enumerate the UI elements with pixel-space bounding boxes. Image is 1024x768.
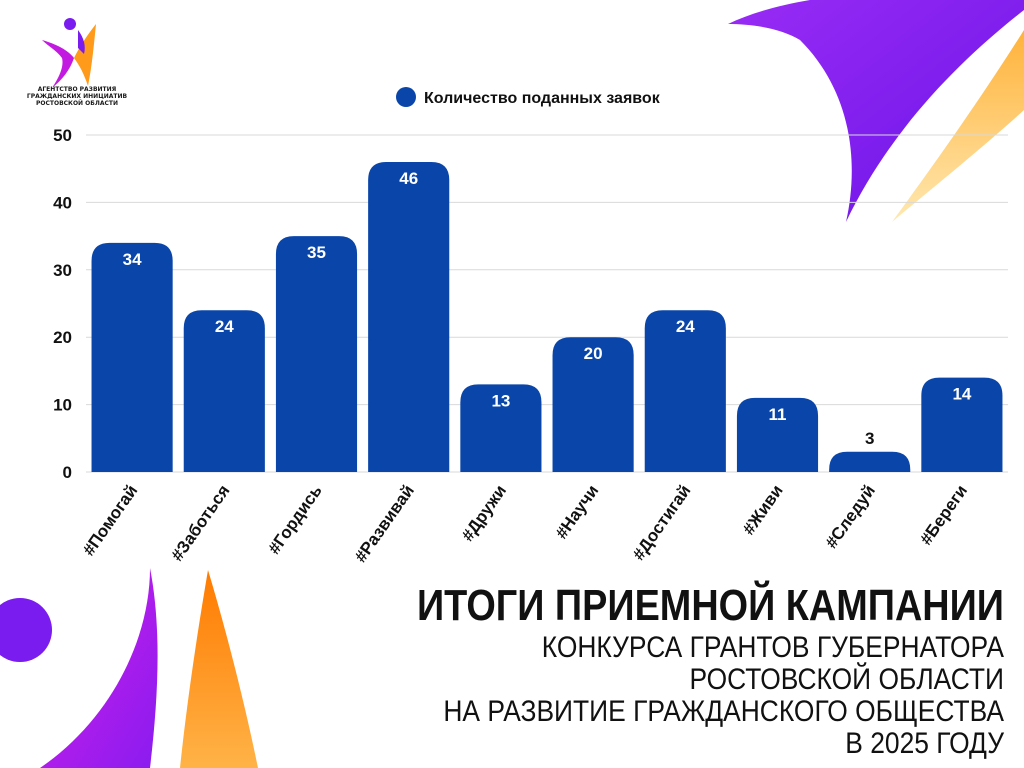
data-label: 14: [952, 385, 971, 404]
logo-line: РОСТОВСКОЙ ОБЛАСТИ: [35, 100, 118, 107]
y-axis: 0 10 20 30 40 50: [53, 126, 72, 482]
x-tick-label: #Достигай: [629, 481, 695, 563]
bar: [275, 236, 358, 472]
logo-line: ГРАЖДАНСКИХ ИНИЦИАТИВ: [26, 93, 128, 100]
bar: [829, 451, 911, 472]
y-tick-label: 10: [53, 396, 72, 415]
y-tick-label: 30: [53, 261, 72, 280]
bar: [644, 310, 726, 472]
bar: [368, 161, 450, 472]
purple-circle-shape: [0, 598, 52, 662]
y-tick-label: 50: [53, 126, 72, 145]
bar: [183, 310, 265, 472]
logo-line: АГЕНТСТВО РАЗВИТИЯ: [37, 86, 117, 93]
page-title: ИТОГИ ПРИЕМНОЙ КАМПАНИИ: [416, 581, 1004, 630]
x-tick-label: #Заботься: [167, 481, 233, 564]
x-tick-label: #Живи: [739, 481, 787, 538]
x-tick-label: #Гордись: [264, 481, 325, 557]
x-tick-label: #Дружи: [458, 481, 510, 544]
y-tick-label: 40: [53, 193, 72, 212]
logo-icon: [42, 18, 96, 88]
data-label: 11: [769, 405, 787, 424]
data-label: 35: [307, 243, 326, 262]
bar: [460, 384, 542, 472]
x-tick-label: #Помогай: [79, 481, 141, 559]
logo-org-name: АГЕНТСТВО РАЗВИТИЯ ГРАЖДАНСКИХ ИНИЦИАТИВ…: [18, 86, 136, 107]
subtitle-line: В 2025 ГОДУ: [845, 727, 1004, 760]
x-tick-label: #Береги: [916, 481, 971, 548]
magenta-swoosh-shape: [40, 568, 158, 768]
orange-spike-shape: [180, 570, 258, 768]
data-label: 24: [215, 317, 234, 336]
purple-swoosh-shape: [728, 0, 1024, 222]
bars: [91, 161, 1003, 472]
x-axis: #Помогай #Заботься #Гордись #Развивай #Дружи…: [79, 481, 971, 565]
y-tick-label: 0: [63, 463, 72, 482]
value-labels: 34 24 35 46 13 20 24 11 3 14: [123, 169, 972, 448]
data-label: 13: [491, 391, 510, 410]
data-label: 46: [399, 169, 418, 188]
data-label: 34: [123, 250, 142, 269]
subtitle-line: КОНКУРСА ГРАНТОВ ГУБЕРНАТОРА: [541, 631, 1004, 664]
legend: Количество поданных заявок: [396, 87, 661, 107]
data-label: 3: [865, 429, 874, 448]
title-block: ИТОГИ ПРИЕМНОЙ КАМПАНИИ КОНКУРСА ГРАНТОВ…: [304, 580, 1004, 760]
data-label: 24: [676, 317, 695, 336]
x-tick-label: #Научи: [552, 481, 603, 542]
x-tick-label: #Развивай: [351, 481, 418, 565]
legend-swatch: [396, 87, 416, 107]
subtitle-line: НА РАЗВИТИЕ ГРАЖДАНСКОГО ОБЩЕСТВА: [443, 695, 1004, 728]
subtitle-line: РОСТОВСКОЙ ОБЛАСТИ: [689, 663, 1004, 696]
bar: [91, 242, 173, 472]
bar: [736, 397, 819, 472]
y-tick-label: 20: [53, 328, 72, 347]
orange-wedge-shape: [892, 30, 1024, 222]
bar: [921, 377, 1003, 472]
bar: [552, 337, 634, 472]
data-label: 20: [584, 344, 603, 363]
x-tick-label: #Следуй: [822, 481, 879, 551]
legend-label: Количество поданных заявок: [424, 90, 661, 107]
